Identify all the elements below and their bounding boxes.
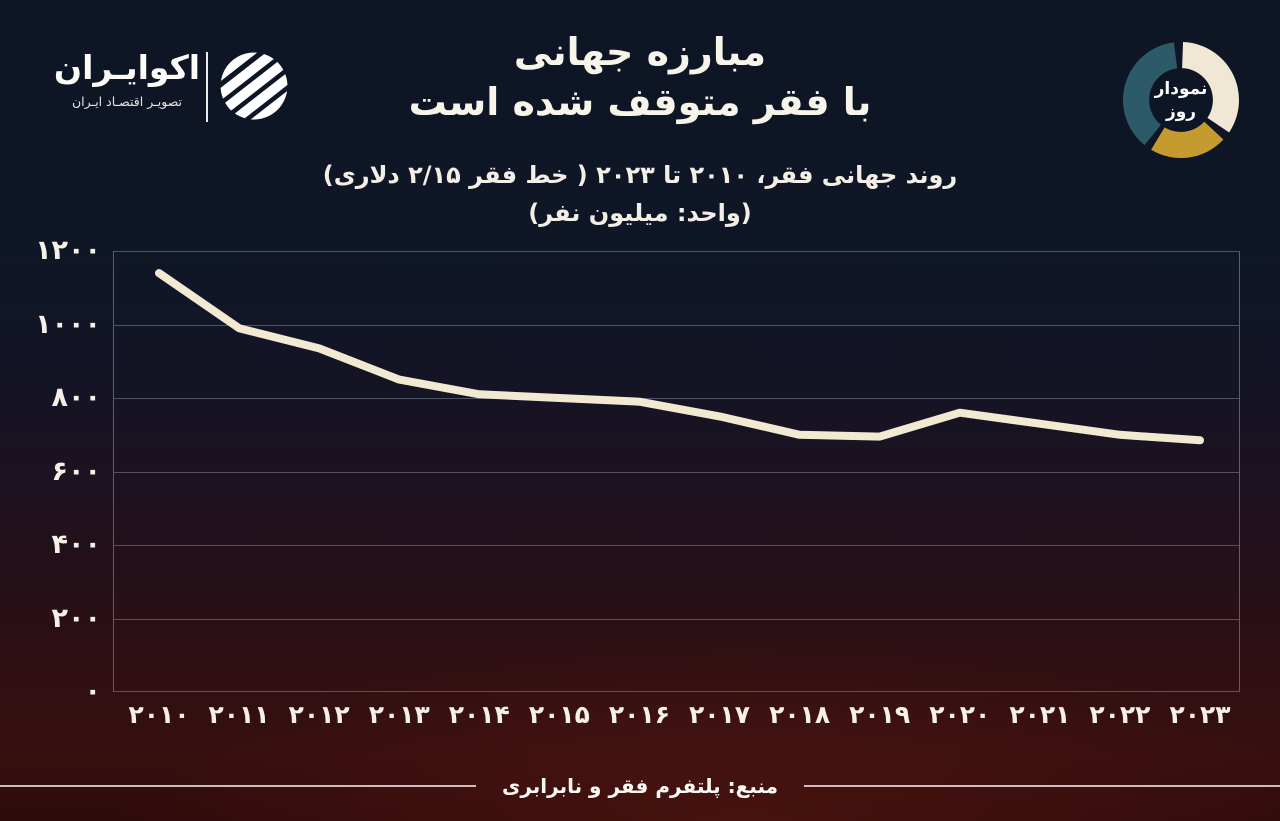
- x-axis-tick-label: ۲۰۱۵: [528, 700, 590, 729]
- x-axis-tick-label: ۲۰۱۱: [208, 700, 270, 729]
- x-axis-tick-label: ۲۰۱۳: [368, 700, 430, 729]
- badge-text: نمودار روز: [1123, 42, 1239, 158]
- y-axis-tick-label: ۰: [84, 676, 101, 707]
- plot-area: [113, 251, 1240, 692]
- gridline: [114, 545, 1239, 546]
- brand-tagline: تصویـر اقتصـاد ایـران: [71, 94, 183, 109]
- footer-rule-right: [804, 785, 1280, 787]
- x-axis-tick-label: ۲۰۱۲: [288, 700, 350, 729]
- poverty-trend-line: [155, 269, 1204, 445]
- y-axis-tick-label: ۸۰۰: [51, 382, 101, 413]
- y-axis-tick-label: ۶۰۰: [51, 455, 101, 487]
- y-axis-tick-label: ۱۰۰۰: [35, 308, 101, 340]
- y-axis-tick-label: ۱۲۰۰: [35, 235, 101, 266]
- brand-divider: [206, 52, 208, 122]
- page-title-line1: مبارزه جهانی: [513, 30, 767, 74]
- ecoiran-logo-icon: [216, 48, 292, 124]
- x-axis-tick-label: ۲۰۲۱: [1009, 700, 1071, 729]
- chart-unit-label: (واحد: میلیون نفر): [528, 199, 752, 227]
- chart-subtitle: روند جهانی فقر، ۲۰۱۰ تا ۲۰۲۳ ( خط فقر ۲/…: [322, 161, 958, 189]
- x-axis-tick-label: ۲۰۱۰: [128, 700, 190, 729]
- y-axis-tick-label: ۲۰۰: [51, 602, 101, 634]
- x-axis-tick-label: ۲۰۱۴: [448, 700, 510, 729]
- line-chart: [155, 269, 1204, 445]
- y-axis-tick-label: ۴۰۰: [51, 529, 101, 560]
- source-label: منبع: پلتفرم فقر و نابرابری: [501, 774, 779, 798]
- brand-block: اکوایـران تصویـر اقتصـاد ایـران: [52, 48, 202, 109]
- x-axis-tick-label: ۲۰۱۶: [608, 700, 670, 729]
- chart-of-the-day-badge: نمودار روز: [1123, 42, 1239, 158]
- x-axis-tick-label: ۲۰۱۹: [849, 700, 911, 729]
- badge-line2: روز: [1165, 101, 1197, 122]
- gridline: [114, 251, 1239, 252]
- page-title-line2: با فقر متوقف شده است: [408, 80, 872, 124]
- footer: منبع: پلتفرم فقر و نابرابری: [0, 768, 1280, 804]
- x-axis-tick-label: ۲۰۲۲: [1089, 700, 1151, 729]
- x-axis-tick-label: ۲۰۲۰: [929, 700, 991, 729]
- footer-rule-left: [0, 785, 476, 787]
- gridline: [114, 471, 1239, 473]
- x-axis-tick-label: ۲۰۱۷: [689, 700, 751, 729]
- x-axis-tick-label: ۲۰۲۳: [1169, 700, 1231, 729]
- gridline: [114, 398, 1239, 399]
- x-axis-tick-label: ۲۰۱۸: [769, 700, 831, 729]
- donut-chart-icon: [1123, 42, 1239, 158]
- brand-name: اکوایـران: [53, 48, 201, 87]
- gridline: [114, 618, 1239, 620]
- badge-line1: نمودار: [1154, 78, 1208, 99]
- gridline: [114, 691, 1239, 692]
- gridline: [114, 324, 1239, 326]
